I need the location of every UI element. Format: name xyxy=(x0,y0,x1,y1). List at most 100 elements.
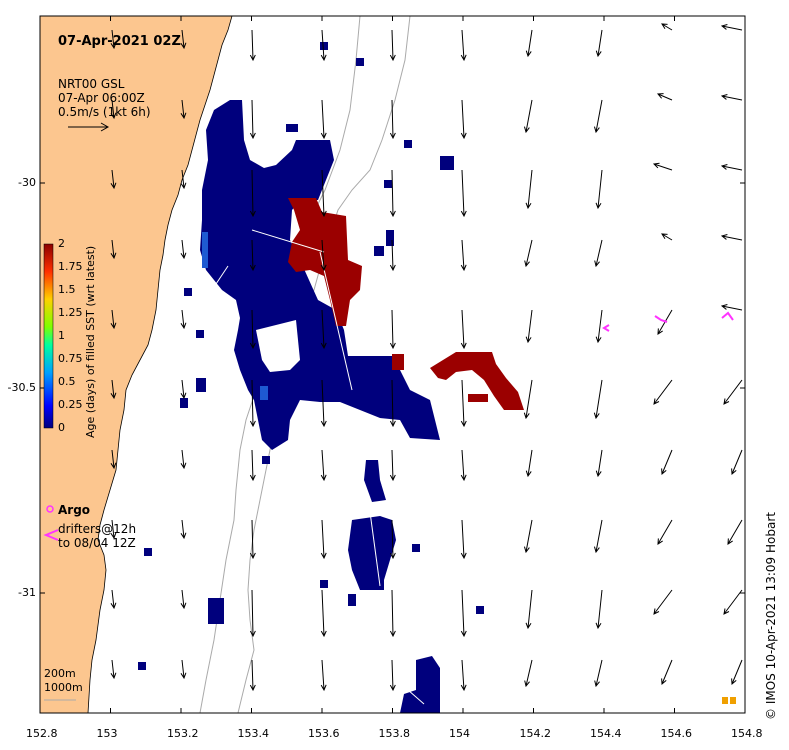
current-arrow xyxy=(180,449,187,470)
current-arrow xyxy=(180,519,187,540)
current-arrow xyxy=(389,309,396,350)
current-arrow xyxy=(249,379,256,428)
current-arrow xyxy=(110,379,117,400)
current-arrow xyxy=(460,239,467,272)
current-arrow xyxy=(460,589,467,638)
current-arrow xyxy=(180,169,187,190)
sst-filled-area xyxy=(138,42,484,713)
current-arrow xyxy=(595,29,603,58)
current-arrow xyxy=(110,519,117,540)
current-arrow xyxy=(720,304,743,311)
current-arrow xyxy=(525,169,533,210)
current-arrow xyxy=(720,164,743,171)
current-arrow xyxy=(110,169,117,190)
lon-tick-label: 154.6 xyxy=(660,727,693,740)
current-arrow xyxy=(460,379,467,428)
current-arrow xyxy=(460,449,467,482)
current-arrow xyxy=(460,169,467,218)
current-arrow xyxy=(320,309,327,350)
orange-marker xyxy=(722,697,728,704)
current-arrows xyxy=(110,23,743,692)
current-arrow xyxy=(460,29,467,62)
colorbar-tick-label: 2 xyxy=(58,237,65,250)
current-arrow xyxy=(595,169,603,210)
current-arrow xyxy=(593,99,603,134)
current-arrow xyxy=(657,519,673,545)
current-arrow xyxy=(593,519,603,554)
current-source: NRT00 GSL xyxy=(58,77,125,91)
current-arrow xyxy=(249,309,256,350)
lon-tick-label: 154.8 xyxy=(731,727,763,740)
lat-tick-label: -30 xyxy=(18,176,36,189)
current-arrow xyxy=(661,659,673,686)
colorbar-tick-label: 0.25 xyxy=(58,398,83,411)
current-arrow xyxy=(389,379,396,428)
current-arrow xyxy=(652,162,673,171)
current-arrow xyxy=(460,309,467,350)
current-arrow xyxy=(320,589,327,638)
current-arrow xyxy=(320,659,327,692)
current-arrow xyxy=(720,234,743,241)
argo-label: Argo xyxy=(58,503,91,517)
colorbar xyxy=(43,243,54,429)
current-arrow xyxy=(723,589,743,615)
lon-tick-label: 153 xyxy=(96,727,118,740)
current-arrow xyxy=(594,239,603,268)
current-arrow xyxy=(389,659,396,692)
current-arrow xyxy=(661,449,673,476)
current-arrow xyxy=(661,233,673,241)
current-arrow xyxy=(320,379,327,428)
current-arrow xyxy=(595,309,603,344)
current-arrow xyxy=(731,659,743,686)
current-arrow xyxy=(180,29,187,50)
current-arrow xyxy=(389,449,396,482)
current-arrow xyxy=(723,379,743,405)
current-arrow xyxy=(389,589,396,638)
current-arrow xyxy=(110,309,117,330)
current-arrow xyxy=(661,23,673,31)
current-arrow xyxy=(320,449,327,482)
current-arrow xyxy=(460,99,467,140)
colorbar-tick-label: 0.75 xyxy=(58,352,83,365)
current-arrow xyxy=(731,449,743,476)
lon-tick-label: 154 xyxy=(449,727,470,740)
current-arrow xyxy=(110,99,117,120)
current-arrow xyxy=(720,94,743,101)
current-arrow xyxy=(249,99,256,140)
current-arrow xyxy=(653,379,673,405)
current-arrow xyxy=(249,589,256,638)
current-arrow xyxy=(110,659,117,680)
colorbar-tick-label: 1.25 xyxy=(58,306,83,319)
current-arrow xyxy=(180,379,187,400)
current-arrow xyxy=(180,309,187,330)
orange-marker xyxy=(730,697,736,704)
current-arrow xyxy=(249,169,256,218)
current-arrow xyxy=(525,589,533,630)
lon-tick-label: 153.6 xyxy=(308,727,340,740)
current-arrow xyxy=(249,659,256,692)
current-arrow xyxy=(180,99,187,120)
current-arrow xyxy=(653,589,673,615)
current-arrow xyxy=(110,589,117,610)
current-arrow xyxy=(110,449,117,470)
current-arrow xyxy=(389,99,396,140)
axis-ticks xyxy=(39,16,746,713)
drifter-markers xyxy=(602,311,734,332)
current-arrow xyxy=(110,239,117,260)
current-arrow xyxy=(249,29,256,62)
current-arrow xyxy=(525,449,533,478)
current-arrow xyxy=(525,29,533,58)
current-arrow xyxy=(320,169,327,218)
colorbar-label: Age (days) of filled SST (wrt latest) xyxy=(84,245,97,438)
colorbar-tick-label: 0 xyxy=(58,421,65,434)
current-arrow xyxy=(249,519,256,560)
colorbar-tick-label: 1 xyxy=(58,329,65,342)
current-arrow xyxy=(460,659,467,692)
lon-tick-label: 153.8 xyxy=(378,727,411,740)
current-arrow xyxy=(460,519,467,560)
map-title: 07-Apr-2021 02Z xyxy=(58,34,181,49)
scale-arrow xyxy=(68,122,110,132)
lon-tick-label: 153.2 xyxy=(167,727,199,740)
current-arrow xyxy=(389,29,396,62)
